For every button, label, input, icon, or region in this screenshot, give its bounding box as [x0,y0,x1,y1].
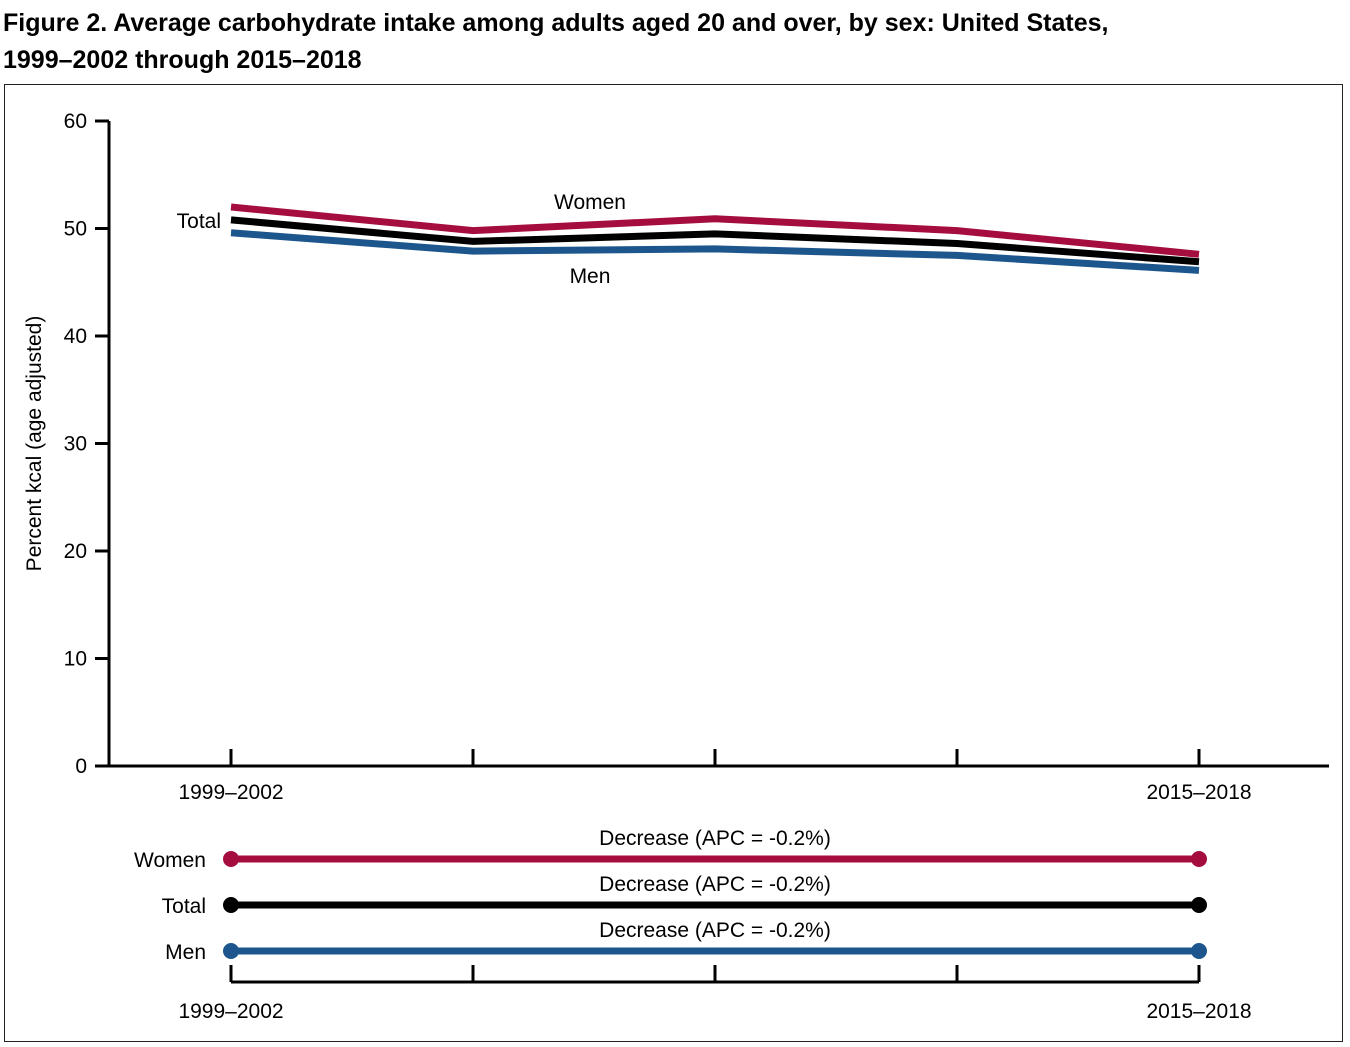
series-line-total [230,216,1200,266]
trend-x-label-first: 1999–2002 [178,1000,283,1023]
trend-x-label-last: 2015–2018 [1146,1000,1251,1023]
figure-title: Figure 2. Average carbohydrate intake am… [3,5,1347,79]
series-label-total: Total [177,210,221,233]
x-tick-label-first: 1999–2002 [178,781,283,804]
trend-dot-start-men [223,943,239,959]
series-label-women: Women [554,191,626,214]
y-tick-label: 60 [64,110,87,133]
y-axis-title: Percent kcal (age adjusted) [23,316,46,572]
trend-dot-start-total [223,897,239,913]
y-tick-label: 0 [75,755,87,778]
trend-apc-label-women: Decrease (APC = -0.2%) [599,827,831,850]
trend-dot-end-men [1191,943,1207,959]
y-tick-label: 10 [64,648,87,671]
y-tick-label: 50 [64,218,87,241]
trend-apc-label-total: Decrease (APC = -0.2%) [599,873,831,896]
series-line-men [230,229,1200,274]
trend-series-label-men: Men [165,941,206,964]
trend-apc-label-men: Decrease (APC = -0.2%) [599,919,831,942]
series-line-women [230,203,1200,258]
y-tick-label: 20 [64,540,87,563]
figure-title-line1: Figure 2. Average carbohydrate intake am… [3,9,1109,37]
x-tick-label-last: 2015–2018 [1146,781,1251,804]
trend-series-label-total: Total [162,895,206,918]
trend-dot-end-women [1191,851,1207,867]
figure-title-line2: 1999–2002 through 2015–2018 [3,46,362,74]
series-label-men: Men [570,265,611,288]
figure-frame: 0 10 20 30 40 50 60 Percent kcal (age adjusted)… [4,84,1343,1042]
y-tick-label: 30 [64,433,87,456]
trend-dot-end-total [1191,897,1207,913]
y-tick-label: 40 [64,325,87,348]
trend-series-label-women: Women [134,849,206,872]
chart-canvas: 0 10 20 30 40 50 60 Percent kcal (age adjusted)… [23,110,1329,1023]
trend-dot-start-women [223,851,239,867]
